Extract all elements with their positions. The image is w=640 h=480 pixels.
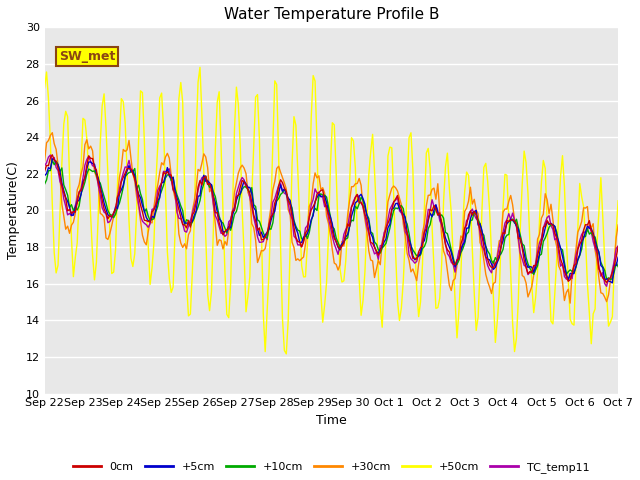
Legend: 0cm, +5cm, +10cm, +30cm, +50cm, TC_temp11: 0cm, +5cm, +10cm, +30cm, +50cm, TC_temp1… [68,458,594,478]
Text: SW_met: SW_met [59,50,115,63]
Y-axis label: Temperature(C): Temperature(C) [7,161,20,259]
X-axis label: Time: Time [316,414,347,427]
Title: Water Temperature Profile B: Water Temperature Profile B [223,7,439,22]
